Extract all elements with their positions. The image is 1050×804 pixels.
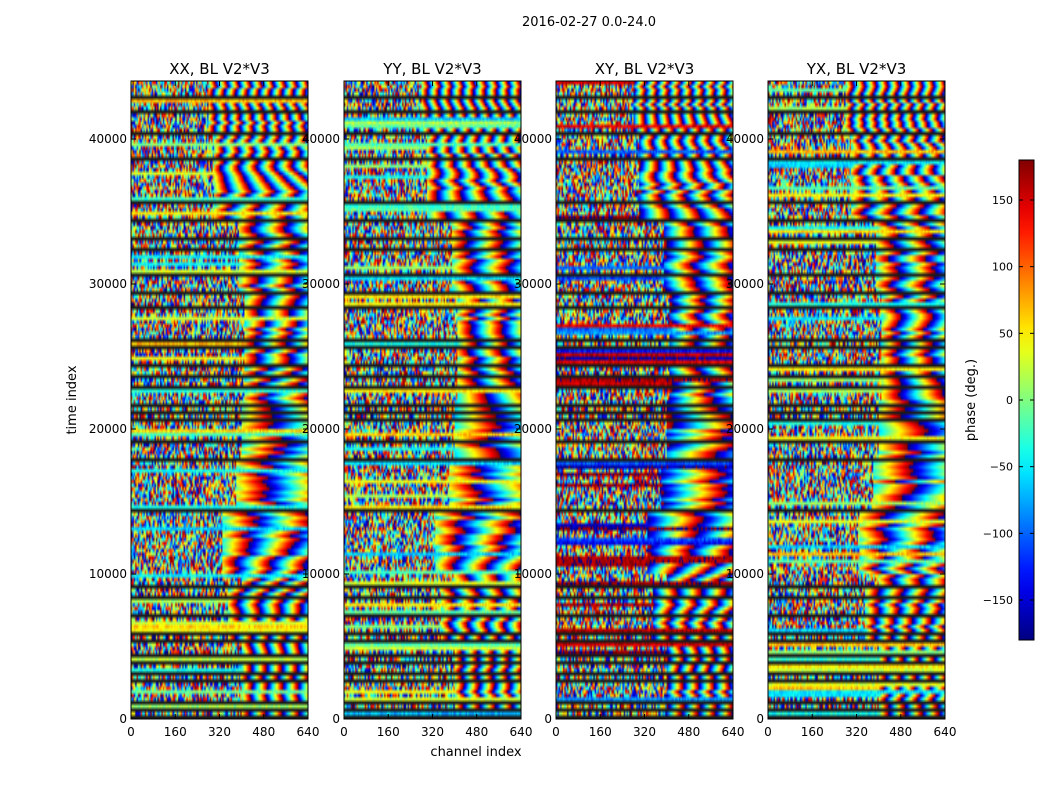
colorbar-label: phase (deg.): [964, 359, 979, 441]
x-tick-label: 160: [589, 725, 612, 739]
x-tick-label: 320: [208, 725, 231, 739]
colorbar-tick-label: −100: [983, 527, 1013, 540]
x-tick-label: 640: [510, 725, 533, 739]
x-tick-label: 320: [633, 725, 656, 739]
colorbar-tick-label: 0: [1006, 394, 1013, 407]
panel-4: YX, BL V2*V3 0 160 320 480 640 0 10000 20000 3000…: [726, 60, 957, 739]
x-tick-label: 0: [552, 725, 560, 739]
heatmap-raster: [556, 81, 733, 719]
heatmap-raster: [768, 81, 945, 719]
x-tick-label: 320: [845, 725, 868, 739]
heatmap-raster: [131, 81, 308, 719]
x-tick-label: 640: [934, 725, 957, 739]
colorbar: −150 −100 −50 0 50 100 150 phase (deg.): [964, 159, 1035, 641]
y-tick-label: 0: [332, 712, 340, 726]
x-tick-label: 160: [164, 725, 187, 739]
panel-2: YY, BL V2*V3 0 160 320 480 640 0 10000 20000 3000…: [302, 60, 533, 739]
y-tick-label: 20000: [726, 422, 764, 436]
x-axis-label: channel index: [430, 745, 521, 760]
y-tick-label: 40000: [89, 132, 127, 146]
x-tick-label: 640: [297, 725, 320, 739]
x-tick-label: 480: [889, 725, 912, 739]
panel-1: XX, BL V2*V3 0 160 320 480 640 0 10000 20000 3000…: [89, 60, 320, 739]
panels-group: XX, BL V2*V3 0 160 320 480 640 0 10000 20000 3000…: [89, 60, 957, 739]
x-tick-label: 0: [127, 725, 135, 739]
x-tick-label: 0: [764, 725, 772, 739]
y-tick-label: 10000: [726, 567, 764, 581]
x-tick-label: 640: [722, 725, 745, 739]
y-tick-label: 40000: [514, 132, 552, 146]
panel-3: XY, BL V2*V3 0 160 320 480 640 0 10000 20000 3000…: [514, 60, 745, 739]
x-tick-label: 160: [801, 725, 824, 739]
x-tick-label: 480: [465, 725, 488, 739]
panel-title: XY, BL V2*V3: [595, 60, 695, 78]
y-tick-label: 0: [756, 712, 764, 726]
colorbar-tick-label: 100: [992, 261, 1013, 274]
y-tick-label: 40000: [302, 132, 340, 146]
x-tick-label: 320: [421, 725, 444, 739]
colorbar-tick-label: −50: [990, 461, 1013, 474]
colorbar-tick-label: 50: [999, 327, 1013, 340]
y-tick-label: 30000: [89, 277, 127, 291]
figure-title: 2016-02-27 0.0-24.0: [522, 15, 656, 30]
y-tick-label: 40000: [726, 132, 764, 146]
panel-title: YX, BL V2*V3: [806, 60, 907, 78]
y-tick-label: 0: [119, 712, 127, 726]
y-tick-label: 10000: [302, 567, 340, 581]
y-tick-label: 30000: [514, 277, 552, 291]
panel-title: YY, BL V2*V3: [382, 60, 481, 78]
x-tick-label: 160: [377, 725, 400, 739]
y-tick-label: 10000: [89, 567, 127, 581]
colorbar-tick-label: −150: [983, 594, 1013, 607]
heatmap-raster: [344, 81, 521, 719]
y-tick-label: 10000: [514, 567, 552, 581]
y-tick-label: 20000: [302, 422, 340, 436]
y-tick-label: 0: [544, 712, 552, 726]
x-tick-label: 0: [340, 725, 348, 739]
y-tick-label: 20000: [514, 422, 552, 436]
panel-title: XX, BL V2*V3: [169, 60, 270, 78]
colorbar-tick-label: 150: [992, 194, 1013, 207]
x-tick-label: 480: [677, 725, 700, 739]
y-tick-label: 30000: [302, 277, 340, 291]
y-tick-label: 30000: [726, 277, 764, 291]
y-tick-label: 20000: [89, 422, 127, 436]
y-axis-label: time index: [65, 365, 80, 434]
x-tick-label: 480: [252, 725, 275, 739]
